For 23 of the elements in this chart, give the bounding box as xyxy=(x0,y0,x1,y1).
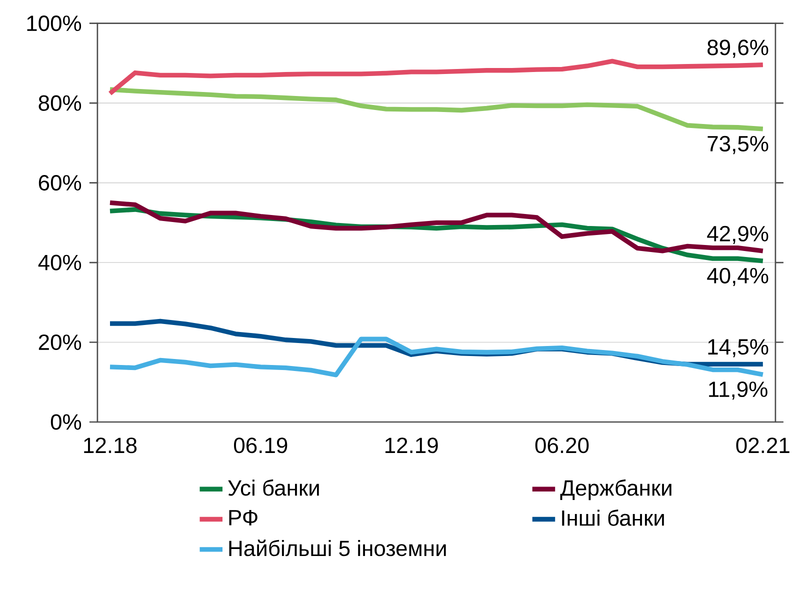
y-tick-label: 40% xyxy=(38,254,82,270)
x-tick-label: 06.19 xyxy=(234,438,288,454)
data-label: 14,5% xyxy=(708,339,768,358)
x-tick-label: 02.21 xyxy=(736,438,790,454)
x-tick-label: 06.20 xyxy=(535,438,589,454)
data-label: 73,5% xyxy=(708,136,768,154)
y-tick-label: 80% xyxy=(38,95,82,111)
line-series xyxy=(108,87,766,132)
x-tick-label: 12.19 xyxy=(385,438,438,454)
data-label: 40,4% xyxy=(707,268,768,286)
legend-label: Інші банки xyxy=(562,510,664,526)
legend-label: Найбільші 5 іноземни xyxy=(229,540,446,556)
legend-label: Держбанки xyxy=(560,479,672,500)
y-tick-label: 20% xyxy=(38,334,82,350)
data-label: 42,9% xyxy=(707,226,768,244)
data-label: 11,9% xyxy=(709,381,768,400)
data-label: 89,6% xyxy=(708,40,768,58)
y-tick-label: 100% xyxy=(27,16,82,32)
legend-label: Усі банки xyxy=(228,479,319,496)
y-tick-label: 60% xyxy=(38,175,82,191)
x-tick-label: 12.18 xyxy=(84,438,137,454)
y-tick-label: 0% xyxy=(50,414,82,430)
legend-label: РФ xyxy=(229,510,258,526)
